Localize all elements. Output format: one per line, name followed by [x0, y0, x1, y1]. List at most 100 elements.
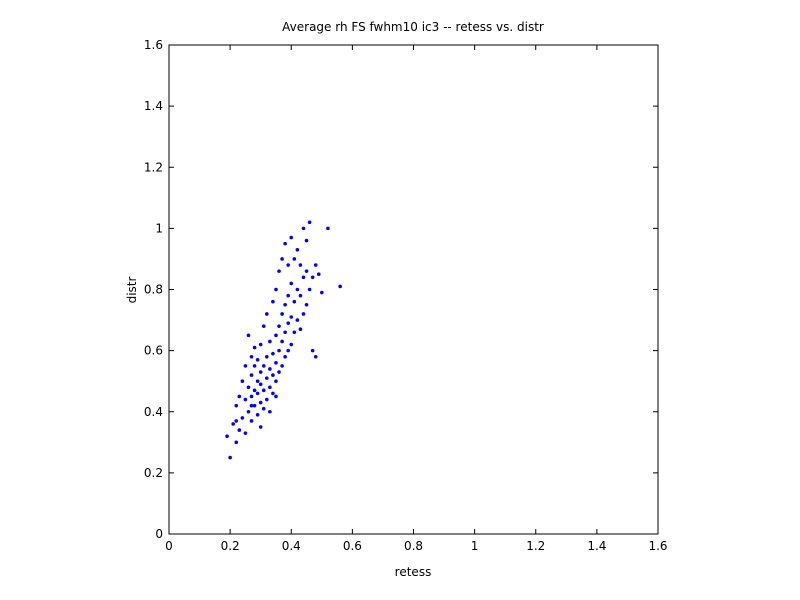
point	[237, 394, 242, 399]
plot-area	[168, 44, 659, 535]
point	[304, 269, 309, 273]
point	[249, 373, 254, 377]
point	[313, 354, 318, 359]
point	[301, 275, 306, 280]
point	[246, 333, 251, 338]
y-tick-label: 1.6	[144, 38, 163, 52]
point	[301, 226, 306, 231]
y-tick-label: 0.4	[144, 405, 163, 419]
point	[295, 287, 300, 292]
point	[261, 364, 266, 368]
point	[249, 394, 254, 399]
point	[249, 403, 254, 408]
point	[258, 400, 263, 405]
point	[261, 324, 266, 328]
point	[286, 321, 290, 325]
point	[255, 413, 260, 417]
point	[289, 342, 294, 347]
y-tick-label: 0.6	[144, 344, 163, 358]
point	[261, 388, 266, 393]
point	[286, 348, 290, 353]
point	[234, 419, 239, 423]
point	[268, 385, 272, 390]
x-tick-label: 1	[471, 539, 479, 553]
point	[228, 455, 232, 460]
point	[252, 388, 257, 393]
point	[286, 293, 290, 298]
x-tick-label: 0.2	[221, 539, 240, 553]
point	[292, 330, 297, 335]
point	[265, 354, 269, 359]
point	[268, 339, 272, 344]
x-tick-label: 0	[165, 539, 173, 553]
point	[286, 263, 290, 267]
x-tick-label: 0.4	[282, 539, 301, 553]
point	[280, 312, 284, 316]
point	[304, 238, 309, 243]
point	[240, 379, 245, 383]
point	[265, 376, 269, 380]
point	[301, 312, 306, 316]
point	[298, 293, 303, 298]
point	[252, 345, 257, 350]
point	[265, 312, 269, 316]
x-tick-label: 0.6	[343, 539, 362, 553]
point	[234, 403, 239, 408]
point	[255, 357, 260, 362]
point	[258, 342, 263, 347]
x-tick-label: 0.8	[404, 539, 423, 553]
point	[274, 361, 278, 365]
point	[307, 220, 312, 225]
x-tick-label: 1.2	[526, 539, 545, 553]
point	[274, 287, 278, 292]
point	[252, 364, 257, 368]
point	[277, 348, 281, 353]
y-tick-label: 0.8	[144, 283, 163, 297]
point	[283, 302, 287, 307]
point	[277, 370, 281, 374]
x-tick-label: 1.6	[648, 539, 667, 553]
point	[280, 364, 284, 368]
point	[280, 339, 284, 344]
point	[277, 324, 281, 328]
point	[274, 333, 278, 338]
y-tick-label: 1.4	[144, 99, 163, 113]
point	[252, 403, 257, 408]
y-tick-label: 0	[155, 527, 163, 541]
point	[243, 364, 248, 368]
point	[289, 281, 294, 286]
point	[283, 241, 287, 246]
point	[255, 391, 260, 396]
point	[255, 379, 260, 383]
point	[277, 269, 281, 273]
y-axis-label: distr	[125, 277, 139, 304]
point	[283, 330, 287, 335]
point	[246, 409, 251, 414]
point	[234, 440, 239, 445]
point	[307, 287, 312, 292]
point	[274, 379, 278, 383]
point	[283, 354, 287, 359]
point	[338, 284, 342, 289]
point	[310, 275, 315, 280]
point	[265, 397, 269, 402]
point	[298, 263, 303, 267]
y-tick-label: 0.2	[144, 466, 163, 480]
point	[304, 302, 309, 307]
point	[249, 419, 254, 423]
point	[268, 367, 272, 371]
point	[258, 425, 263, 429]
point	[261, 406, 266, 411]
point	[271, 391, 275, 396]
point	[326, 226, 330, 231]
point	[268, 409, 272, 414]
point	[292, 257, 297, 261]
point	[289, 315, 294, 319]
point	[280, 257, 284, 261]
point	[271, 373, 275, 377]
y-tick-label: 1.2	[144, 160, 163, 174]
point	[243, 431, 248, 435]
point	[320, 290, 324, 295]
point	[258, 382, 263, 387]
point	[237, 428, 242, 432]
